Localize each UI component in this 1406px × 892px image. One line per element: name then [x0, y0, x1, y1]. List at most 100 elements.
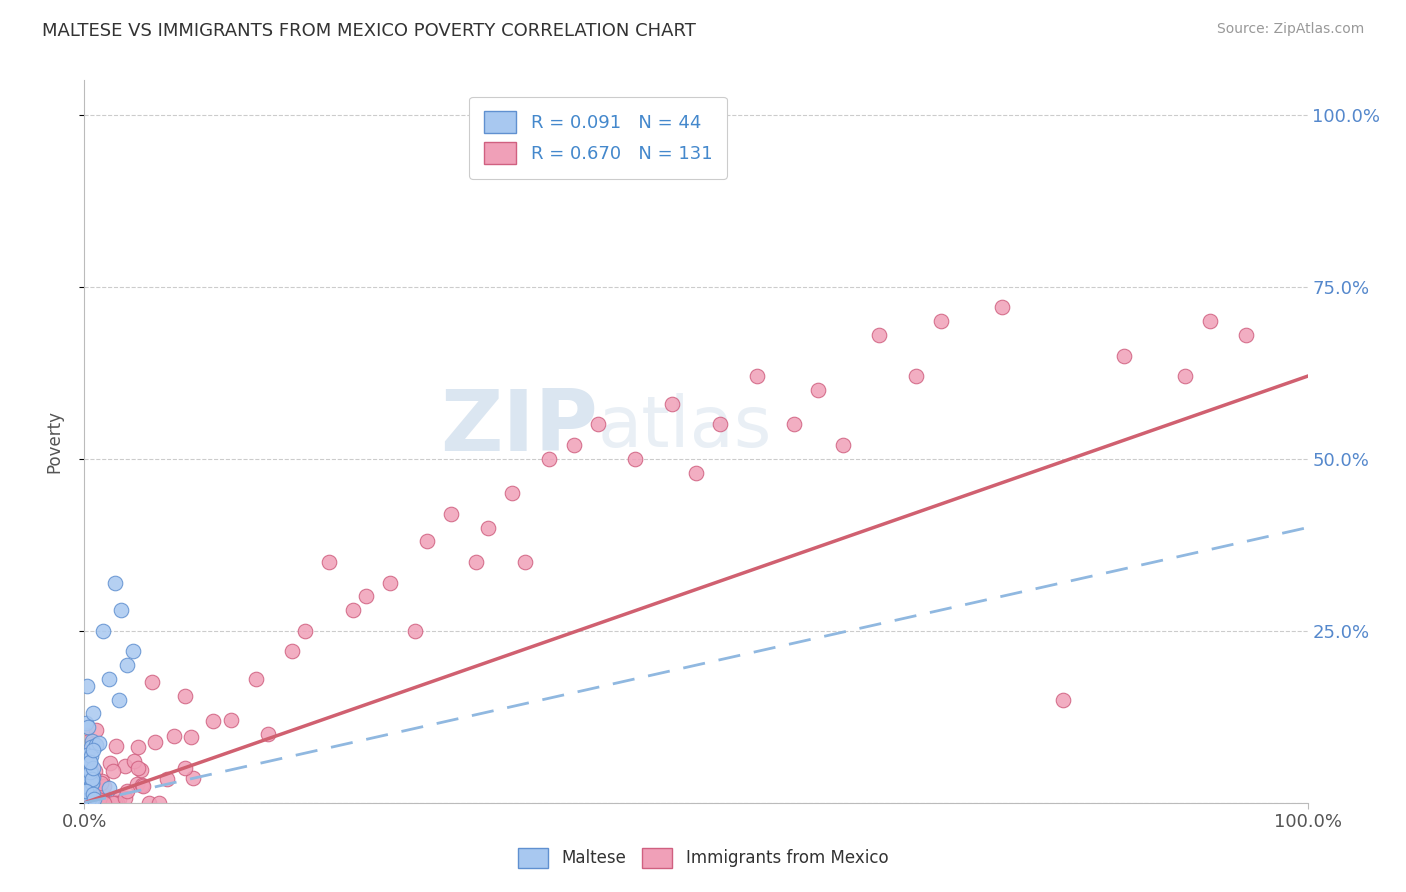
Point — [82, 791, 104, 805]
Point — [77, 770, 100, 784]
Point — [93, 796, 115, 810]
Text: MALTESE VS IMMIGRANTS FROM MEXICO POVERTY CORRELATION CHART: MALTESE VS IMMIGRANTS FROM MEXICO POVERT… — [42, 22, 696, 40]
Point — [80, 749, 103, 764]
Point — [127, 739, 149, 754]
Point — [77, 786, 100, 800]
Point — [80, 734, 103, 748]
Point — [83, 796, 105, 810]
Point — [77, 796, 100, 810]
Point — [79, 792, 101, 806]
Point — [77, 796, 100, 810]
Point — [747, 369, 769, 384]
Point — [180, 730, 202, 744]
Point — [82, 770, 104, 784]
Point — [82, 772, 104, 786]
Point — [84, 793, 107, 807]
Point — [86, 793, 108, 807]
Point — [173, 689, 195, 703]
Point — [75, 776, 97, 790]
Point — [91, 796, 114, 810]
Point — [82, 796, 104, 810]
Point — [77, 796, 100, 810]
Point — [1198, 314, 1220, 328]
Point — [75, 796, 97, 810]
Point — [77, 738, 100, 752]
Point — [79, 734, 101, 748]
Point — [1114, 349, 1136, 363]
Point — [87, 796, 110, 810]
Y-axis label: Poverty: Poverty — [45, 410, 63, 473]
Point — [125, 777, 148, 791]
Point — [82, 776, 104, 790]
Point — [257, 727, 280, 741]
Point — [77, 796, 100, 810]
Point — [87, 787, 110, 801]
Point — [75, 780, 97, 794]
Point — [464, 555, 486, 569]
Point — [82, 743, 104, 757]
Point — [76, 794, 98, 808]
Point — [143, 734, 166, 748]
Point — [89, 796, 111, 810]
Point — [77, 796, 100, 810]
Point — [79, 755, 101, 769]
Point — [82, 761, 104, 775]
Point — [685, 466, 707, 480]
Point — [96, 796, 118, 810]
Point — [318, 555, 340, 569]
Point — [76, 787, 98, 801]
Point — [1052, 692, 1074, 706]
Point — [84, 723, 107, 737]
Point — [141, 675, 163, 690]
Point — [73, 792, 96, 806]
Point — [105, 739, 128, 753]
Point — [82, 796, 104, 810]
Point — [114, 759, 136, 773]
Point — [1236, 327, 1258, 342]
Point — [82, 775, 104, 789]
Point — [90, 776, 112, 790]
Point — [91, 786, 114, 800]
Point — [83, 791, 105, 805]
Point — [79, 756, 101, 770]
Point — [75, 774, 97, 789]
Point — [77, 796, 100, 810]
Point — [77, 796, 100, 810]
Point — [661, 397, 683, 411]
Point — [84, 739, 107, 753]
Point — [79, 765, 101, 780]
Point — [107, 791, 129, 805]
Point — [94, 796, 117, 810]
Point — [75, 790, 97, 805]
Point — [929, 314, 952, 328]
Point — [138, 796, 160, 810]
Text: atlas: atlas — [598, 392, 772, 461]
Point — [75, 784, 97, 798]
Point — [905, 369, 928, 384]
Point — [75, 796, 97, 810]
Point — [294, 624, 316, 638]
Point — [148, 796, 170, 810]
Point — [97, 780, 120, 795]
Point — [342, 603, 364, 617]
Point — [104, 575, 127, 590]
Legend: R = 0.091   N = 44, R = 0.670   N = 131: R = 0.091 N = 44, R = 0.670 N = 131 — [470, 96, 727, 178]
Point — [79, 796, 101, 810]
Point — [76, 747, 98, 762]
Point — [502, 486, 524, 500]
Point — [79, 796, 101, 810]
Point — [201, 714, 224, 728]
Point — [79, 764, 101, 779]
Point — [122, 754, 145, 768]
Point — [131, 779, 153, 793]
Point — [87, 736, 110, 750]
Point — [831, 438, 853, 452]
Point — [107, 692, 129, 706]
Point — [84, 796, 107, 810]
Point — [75, 743, 97, 757]
Point — [75, 731, 97, 746]
Point — [101, 796, 124, 810]
Point — [97, 672, 120, 686]
Point — [77, 780, 100, 795]
Point — [77, 792, 100, 806]
